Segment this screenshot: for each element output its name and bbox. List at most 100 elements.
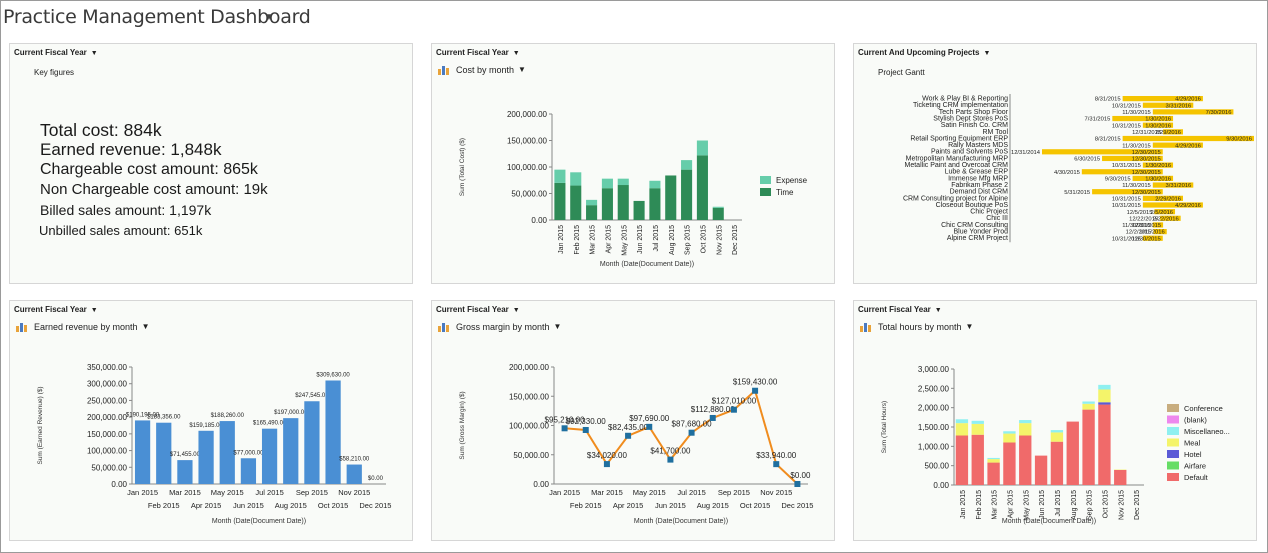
bar-segment [955,419,969,424]
chart-menu[interactable]: Gross margin by month ▼ [438,321,561,332]
x-tick-label: Jan 2015 [549,488,580,497]
bar-segment [1114,469,1127,485]
bar-time [570,185,582,220]
title-chevron-down-icon[interactable]: ▼ [264,12,274,23]
gantt-end-date: 9/30/2016 [1226,137,1252,143]
x-tick-label: Apr 2015 [613,501,643,510]
x-tick-label: Jul 2015 [653,225,660,252]
data-point [646,423,653,430]
data-label: $33,940.00 [756,451,797,460]
y-tick-label: 50,000.00 [511,190,547,199]
revenue-bar [177,460,193,484]
gantt-chart: Work & Play BI & Reporting 8/31/2015 4/29/… [903,94,1254,242]
data-point [667,456,674,463]
x-tick-label: May 2015 [633,488,666,497]
chevron-down-icon: ▼ [141,322,150,331]
gantt-row-label: Stylish Dept Stores PoS [933,115,1008,122]
x-tick-label: Jun 2015 [655,501,686,510]
bar-segment [1082,401,1095,404]
panel-filter[interactable]: Current And Upcoming Projects ▼ [858,48,990,57]
y-tick-label: 100,000.00 [87,447,128,456]
panel-filter-label: Current Fiscal Year [14,48,87,57]
x-tick-label: Dec 2015 [732,225,739,255]
data-label: $247,545.00 [295,393,329,399]
gantt-bar [1152,222,1164,228]
gantt-start-date: 5/31/2015 [1064,190,1090,196]
data-label: $112,880.00 [691,405,735,414]
key-figure-earned-revenue: Earned revenue: 1,848k [40,140,222,159]
x-tick-label: Mar 2015 [992,490,999,520]
gantt-row-label: Rally Masters MDS [948,142,1008,149]
legend-label: Hotel [1184,450,1202,459]
bar-segment [1098,404,1111,485]
gantt-end-date: 2/29/2016 [1155,130,1181,136]
panel-filter[interactable]: Current Fiscal Year ▼ [436,48,520,57]
x-tick-label: Jun 2015 [637,225,644,254]
gantt-row-label: Fabrikam Phase 2 [951,182,1008,189]
chevron-down-icon: ▼ [553,322,562,331]
hours-chart: 0.00 500.00 1,000.00 1,500.00 2,000.00 2,500.… [881,365,1230,525]
gantt-bar [1152,182,1194,188]
gantt-start-date: 4/30/2015 [1054,170,1080,176]
bar-time [681,169,693,220]
panel-filter-label: Current Fiscal Year [436,48,509,57]
gantt-bar [1152,142,1203,148]
data-point [773,461,780,468]
gantt-row-label: Lube & Grease ERP [945,169,1009,176]
gantt-bar [1163,129,1184,135]
y-tick-label: 500.00 [925,462,950,471]
gantt-start-date: 7/31/2015 [1085,117,1111,123]
chart-menu[interactable]: Total hours by month ▼ [860,321,973,332]
revenue-bar [240,458,257,484]
legend-swatch [760,176,771,184]
legend-swatch [1167,438,1179,447]
bar-time [617,185,629,220]
data-label: $97,690.00 [629,414,670,423]
chart-menu[interactable]: Cost by month ▼ [438,64,526,75]
gantt-bar [1142,195,1184,201]
bar-time [696,155,708,220]
data-point [709,414,716,421]
data-label: $82,435.00 [608,423,649,432]
y-tick-label: 50,000.00 [513,451,549,460]
data-label: $165,490.00 [253,421,287,427]
y-tick-label: 200,000.00 [87,413,128,422]
x-tick-label: Sep 2015 [296,488,328,497]
revenue-bar [156,422,172,484]
data-point [625,432,632,439]
gantt-bar [1102,155,1163,162]
gantt-row-label: Retail Sporting Equipment ERP [910,135,1008,142]
x-tick-label: Nov 2015 [338,488,370,497]
gantt-end-date: 12/31/2015 [1132,223,1161,229]
panel-filter[interactable]: Current Fiscal Year ▼ [14,48,98,57]
x-tick-label: Dec 2015 [781,501,813,510]
bar-segment [1066,421,1079,485]
gantt-row-label: Work & Play BI & Reporting [922,96,1008,103]
gantt-end-date: 4/29/2016 [1175,203,1201,209]
key-figures-panel: Current Fiscal Year ▼ Key figures Total c… [9,43,413,284]
revenue-bar [198,430,214,484]
legend-swatch [1167,427,1179,435]
gantt-bar [1152,109,1234,115]
panel-filter[interactable]: Current Fiscal Year ▼ [858,305,942,314]
data-point [794,481,801,487]
legend-swatch [1167,450,1179,458]
chart-menu[interactable]: Earned revenue by month ▼ [16,321,150,332]
x-tick-label: Jun 2015 [1039,490,1046,519]
chart-title: Cost by month [456,64,515,75]
bar-expense [681,160,693,170]
x-tick-label: Sep 2015 [1087,490,1094,520]
panel-filter[interactable]: Current Fiscal Year ▼ [436,305,520,314]
y-tick-label: 0.00 [111,480,127,489]
revenue-bar [261,428,278,484]
panel-filter[interactable]: Current Fiscal Year ▼ [14,305,98,314]
key-figures-subtitle: Key figures [34,68,75,77]
x-tick-label: Apr 2015 [1007,490,1014,519]
gantt-start-date: 12/2/2015 [1126,230,1152,236]
x-tick-label: Jan 2015 [960,490,967,519]
bar-segment [1082,409,1095,485]
legend-label: Meal [1184,439,1201,448]
gantt-end-date: 12/30/2015 [1132,190,1161,196]
x-tick-label: Aug 2015 [1071,490,1078,520]
y-tick-label: 2,000.00 [918,404,950,413]
